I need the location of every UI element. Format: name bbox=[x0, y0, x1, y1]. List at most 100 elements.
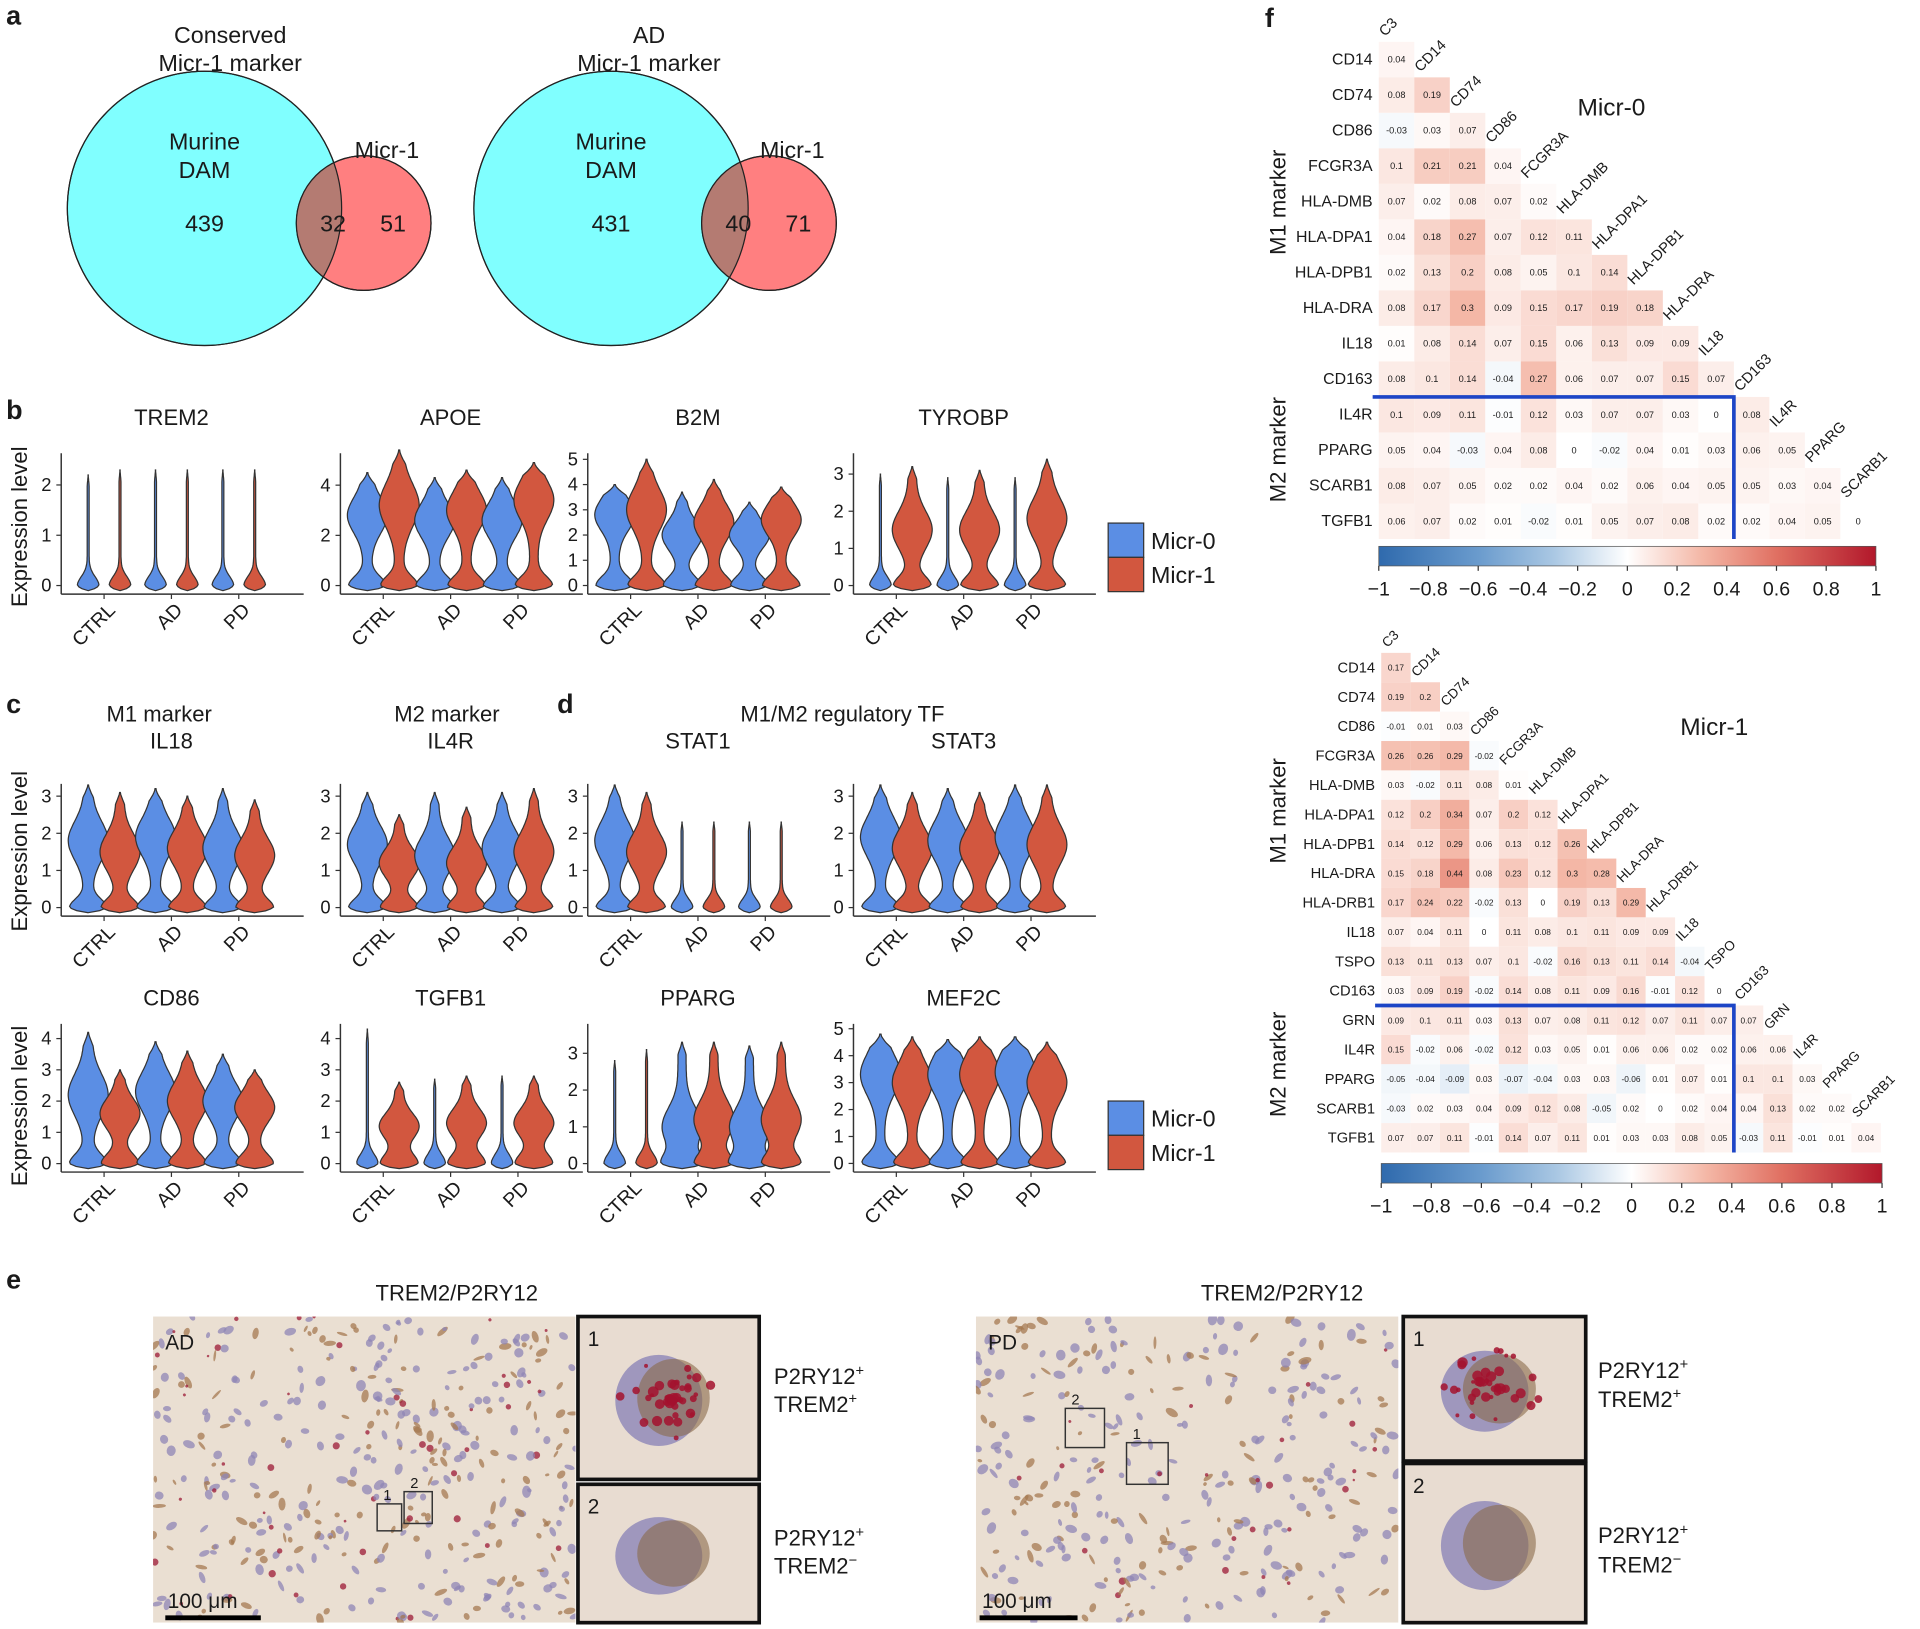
heatmap-cell bbox=[1733, 1123, 1764, 1153]
marker-name: TREM2 bbox=[774, 1392, 849, 1417]
cell-stain bbox=[1158, 1570, 1167, 1576]
trem2-signal bbox=[686, 1374, 692, 1380]
column-label: HLA-DPA1 bbox=[1555, 770, 1611, 826]
cell-stain bbox=[396, 1617, 405, 1623]
cell-stain bbox=[234, 1316, 239, 1322]
y-tick-label: 2 bbox=[568, 822, 578, 843]
row-label: PPARG bbox=[1318, 442, 1373, 459]
cell-stain bbox=[1138, 1512, 1148, 1525]
cell-stain bbox=[1058, 1392, 1066, 1400]
violin bbox=[1026, 784, 1068, 914]
cell-stain bbox=[1108, 1325, 1118, 1334]
cell-stain bbox=[1070, 1502, 1078, 1513]
cell-stain bbox=[1053, 1471, 1060, 1482]
cell-stain bbox=[1380, 1554, 1389, 1565]
cell-stain bbox=[202, 1408, 209, 1416]
cell-value: 0.03 bbox=[1652, 1133, 1669, 1143]
row-label: CD74 bbox=[1332, 87, 1373, 104]
heatmap-cell bbox=[1520, 325, 1557, 362]
column-label: SCARB1 bbox=[1849, 1072, 1898, 1121]
cell-stain bbox=[1228, 1545, 1235, 1554]
plot-title: TREM2 bbox=[134, 405, 209, 430]
row-group-label: M1 marker bbox=[1266, 758, 1291, 863]
cell-stain bbox=[1330, 1374, 1342, 1381]
cell-value: 0.13 bbox=[1594, 898, 1611, 908]
cell-stain bbox=[1350, 1440, 1359, 1447]
cell-value: 0.11 bbox=[1447, 780, 1463, 790]
plot-title: STAT1 bbox=[665, 728, 730, 753]
heatmap-cell bbox=[1645, 1064, 1676, 1094]
cell-stain bbox=[1118, 1587, 1124, 1596]
y-tick-label: 1 bbox=[41, 860, 51, 881]
cell-stain bbox=[431, 1462, 438, 1467]
cell-stain bbox=[228, 1539, 235, 1546]
heatmap-cell bbox=[1414, 148, 1450, 184]
cell-stain bbox=[385, 1397, 396, 1406]
cell-stain bbox=[401, 1408, 411, 1417]
cell-stain bbox=[212, 1488, 217, 1493]
marker-name: P2RY12 bbox=[1598, 1358, 1680, 1383]
cell-stain bbox=[404, 1317, 412, 1325]
cell-value: 0.1 bbox=[1772, 1074, 1784, 1084]
inset-frame bbox=[1401, 1314, 1588, 1463]
row-label: HLA-DRA bbox=[1311, 866, 1376, 882]
cell-value: -0.02 bbox=[1475, 898, 1494, 908]
violin bbox=[994, 784, 1036, 914]
trem2-signal bbox=[684, 1383, 692, 1391]
heatmap-cell bbox=[1698, 396, 1734, 433]
cell-value: 0.26 bbox=[1417, 751, 1434, 761]
marker-sign: − bbox=[1673, 1552, 1682, 1568]
cell-stain bbox=[1115, 1567, 1121, 1574]
cell-stain bbox=[1061, 1553, 1071, 1562]
violin bbox=[625, 458, 668, 592]
cell-value: 0.08 bbox=[1743, 410, 1761, 420]
x-tick-label: PD bbox=[499, 1177, 534, 1212]
cell-stain bbox=[555, 1545, 562, 1552]
cell-value: 0.1 bbox=[1566, 927, 1578, 937]
cell-stain bbox=[510, 1425, 518, 1436]
cell-value: 0.03 bbox=[1707, 445, 1725, 455]
heatmap-cell bbox=[1378, 325, 1415, 362]
cell-value: 0.04 bbox=[1814, 481, 1832, 491]
violin bbox=[513, 461, 555, 592]
cell-value: 0.26 bbox=[1564, 839, 1581, 849]
cell-stain bbox=[177, 1372, 185, 1380]
cell-stain bbox=[178, 1381, 185, 1388]
cell-stain bbox=[206, 1592, 213, 1600]
trem2-signal bbox=[692, 1372, 702, 1383]
legend-label: Micr-1 bbox=[1151, 562, 1216, 588]
column-label: CD74 bbox=[1447, 73, 1485, 111]
heatmap-cell bbox=[1520, 396, 1557, 433]
cell-value: 0.11 bbox=[1447, 927, 1463, 937]
group-divider bbox=[1372, 395, 1736, 539]
cell-value: 0.16 bbox=[1623, 986, 1640, 996]
cell-value: 0.09 bbox=[1423, 410, 1441, 420]
cell-value: 0.01 bbox=[1494, 516, 1512, 526]
heatmap-cell bbox=[1410, 946, 1440, 977]
cell-stain bbox=[556, 1382, 564, 1390]
set-label: Murine bbox=[575, 129, 646, 155]
heatmap-cell bbox=[1528, 1093, 1558, 1124]
heatmap-cell bbox=[1485, 432, 1521, 468]
heatmap-cell bbox=[1378, 112, 1415, 149]
cell-stain bbox=[1202, 1346, 1209, 1354]
cell-stain bbox=[1300, 1363, 1308, 1370]
cell-stain bbox=[1095, 1494, 1103, 1501]
cell-stain bbox=[153, 1340, 160, 1351]
cell-stain bbox=[557, 1610, 563, 1615]
cell-stain bbox=[1138, 1561, 1147, 1570]
cell-stain bbox=[1255, 1481, 1263, 1494]
heatmap-cell bbox=[1410, 1034, 1440, 1065]
heatmap-cell bbox=[1586, 1005, 1617, 1035]
cell-stain bbox=[484, 1352, 493, 1361]
heatmap-cell bbox=[1528, 829, 1558, 859]
row-label: SCARB1 bbox=[1316, 1101, 1375, 1117]
cell-stain bbox=[456, 1474, 462, 1482]
cell-stain bbox=[1212, 1332, 1218, 1340]
cell-stain bbox=[1138, 1609, 1145, 1616]
cell-value: 0.05 bbox=[1743, 481, 1761, 491]
inset-box bbox=[403, 1490, 433, 1525]
